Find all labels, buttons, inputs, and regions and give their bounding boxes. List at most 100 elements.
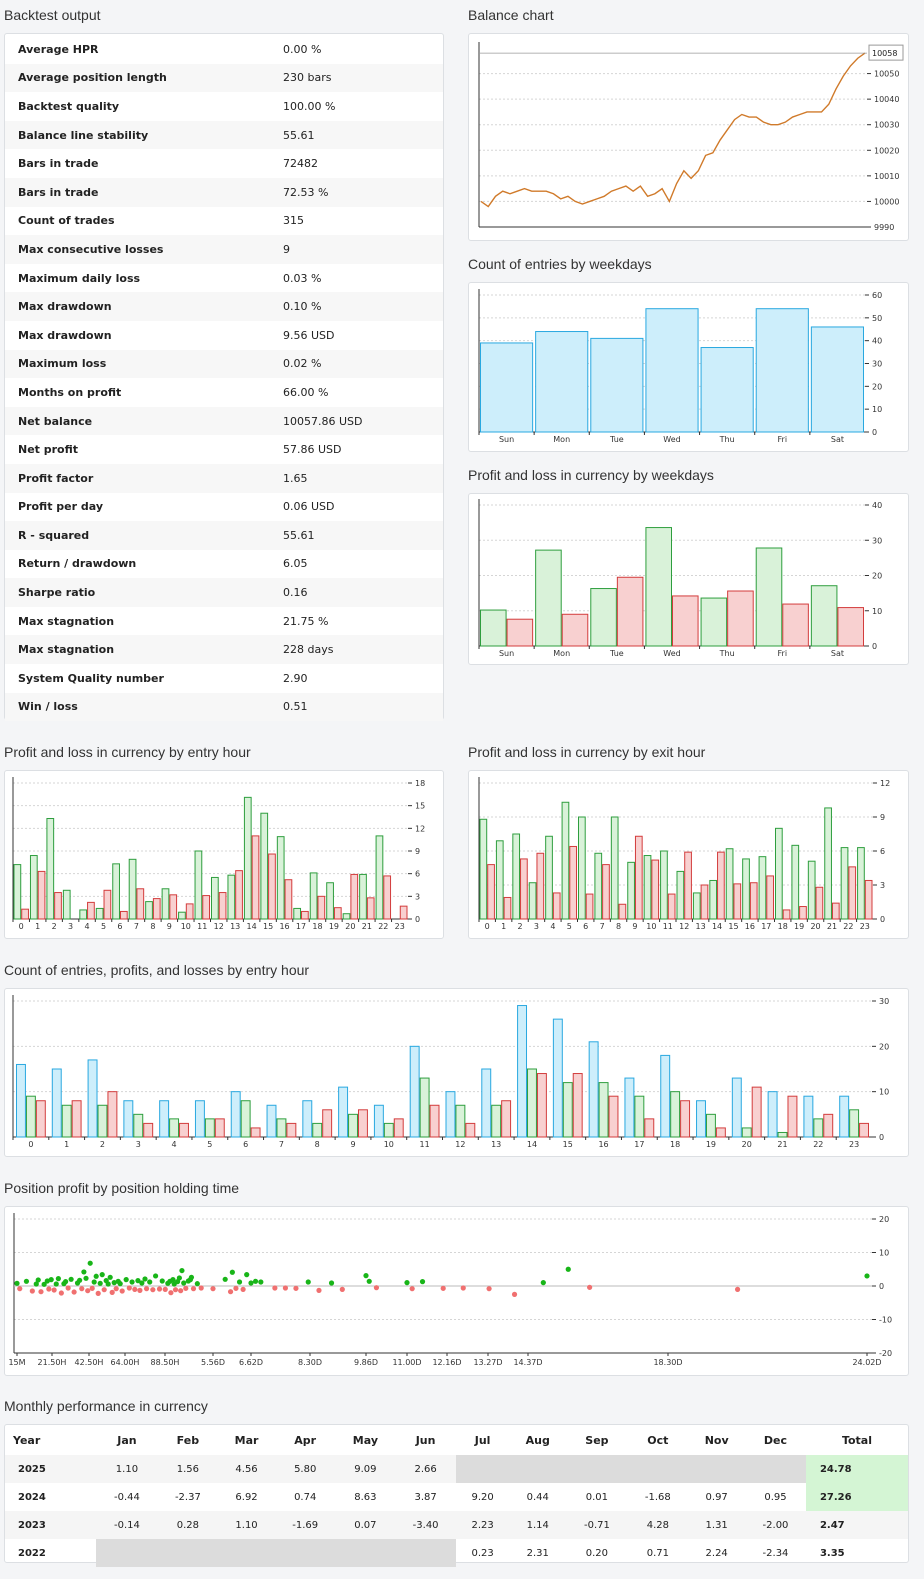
backtest-label: Bars in trade [5,177,270,207]
x-tick-label: Sat [831,435,844,444]
bar-14 [536,1073,547,1138]
monthly-header: Aug [525,1433,550,1447]
monthly-row: 2025 1.10 1.56 4.56 5.80 9.09 2.66 24.78 [5,1455,908,1483]
monthly-year: 2025 [5,1455,97,1483]
monthly-total: 27.26 [805,1483,908,1511]
x-tick-label: 21 [777,1140,787,1149]
x-tick-label: 4 [550,922,555,931]
backtest-value: 10057.86 USD [270,406,443,436]
bar-13 [481,1068,492,1138]
y-tick-label: 6 [880,847,885,856]
bar-2 [87,1059,98,1138]
backtest-row: Net profit 57.86 USD [5,435,443,464]
scatter-point [142,1276,148,1282]
scatter-point [139,1280,145,1286]
count-entry-hour-title: Count of entries, profits, and losses by… [4,962,310,978]
bar-8 [145,901,153,920]
scatter-point [373,1285,380,1291]
bar-18 [775,827,783,920]
scatter-point [132,1286,138,1292]
x-tick-label: 21 [827,922,837,931]
backtest-output-title: Backtest output [4,7,101,23]
x-tick-label: 19 [706,1140,716,1149]
monthly-cell [509,1455,567,1483]
x-tick-label: Fri [778,435,788,444]
scatter-point [363,1273,369,1279]
bar-7 [128,858,137,920]
x-tick-label: 9.86D [354,1358,378,1367]
bar-10 [393,1118,404,1138]
x-tick-label: 3 [68,922,73,931]
backtest-label: Months on profit [18,385,122,399]
monthly-cell [157,1539,219,1567]
monthly-cell: -2.00 [745,1511,806,1539]
backtest-output-panel: Average HPR 0.00 % Average position length… [4,33,444,722]
x-tick-label: 5 [207,1140,212,1149]
bar-18 [317,895,326,920]
backtest-row: Win / loss 0.51 [5,692,443,722]
bar-0 [13,864,22,920]
y-tick-label: 10040 [874,95,899,104]
scatter-point [222,1276,228,1282]
holding-time-panel: -20 -10 0 10 20 15M 21.50H 42.50H 64.00H 88.50H 5.… [4,1206,909,1376]
scatter-point [293,1285,299,1291]
x-tick-label: 42.50H [75,1358,104,1367]
x-tick-label: 19 [794,922,804,931]
backtest-value: 100.00 % [283,99,336,113]
x-tick-label: 24.02D [852,1358,881,1367]
bar-11 [660,850,668,920]
x-tick-label: 1 [501,922,506,931]
bar-10 [178,911,186,920]
monthly-cell: 4.28 [627,1511,689,1539]
scatter-point [38,1289,44,1295]
x-tick-label: 20 [742,1140,752,1149]
bar-16 [588,1041,599,1138]
scatter-point [409,1286,415,1292]
bar-4 [179,1122,189,1138]
y-tick-label: 15 [415,802,425,811]
x-tick-label: 12 [679,922,689,931]
backtest-value: 2.90 [283,671,308,685]
x-tick-label: 17 [761,922,771,931]
y-tick-label: 0 [872,642,877,651]
pl-entry-hour-panel: 0 3 6 9 12 15 18 0 1 2 3 4 5 6 7 8 9 10 11 12 13 14 15 16 17 18 19… [4,770,444,939]
x-tick-label: Thu [719,435,735,444]
scatter-point [53,1281,59,1287]
y-tick-label: 0 [879,1133,884,1142]
bar-8 [618,903,627,920]
bar-17 [634,1095,645,1138]
backtest-row: Bars in trade 72482 [5,149,443,178]
monthly-header: May [352,1433,378,1447]
backtest-value: 228 days [270,635,443,665]
monthly-cell: 1.10 [96,1455,158,1483]
backtest-value: 66.00 % [283,385,329,399]
bar-13 [700,884,709,920]
monthly-cell: 1.56 [157,1455,219,1483]
scatter-point [119,1288,125,1294]
monthly-cell: 0.07 [335,1511,396,1539]
x-tick-label: 21.50H [38,1358,67,1367]
bar-16 [598,1082,609,1138]
bar-2 [107,1091,118,1138]
backtest-value: 55.61 [270,521,443,550]
monthly-cell: -0.71 [566,1511,628,1539]
x-tick-label: 20 [345,922,355,931]
bar-21 [824,807,832,920]
scatter-point [101,1287,107,1293]
bar-23 [399,905,408,920]
count-entry-hour-panel: 0 10 20 30 0 1 2 3 4 5 6 7 8 9 10 11 12 13 14 15 16 17 18 19 20 2… [4,988,909,1157]
bar-23 [857,847,865,920]
bar-13 [692,892,701,920]
scatter-point [44,1278,50,1284]
backtest-row: Net balance 10057.86 USD [5,406,443,436]
scatter-point [229,1269,235,1275]
scatter-point [233,1285,239,1291]
x-tick-label: 7 [134,922,139,931]
monthly-cell [274,1539,336,1567]
scatter-point [68,1276,74,1282]
x-tick-label: 17 [296,922,306,931]
scatter-point [305,1279,311,1285]
y-tick-label: 20 [879,1215,889,1224]
bar-3 [143,1122,154,1138]
monthly-performance-table: Year Jan Feb Mar Apr May Jun Jul Aug Sep Oct Nov Dec… [5,1425,908,1567]
